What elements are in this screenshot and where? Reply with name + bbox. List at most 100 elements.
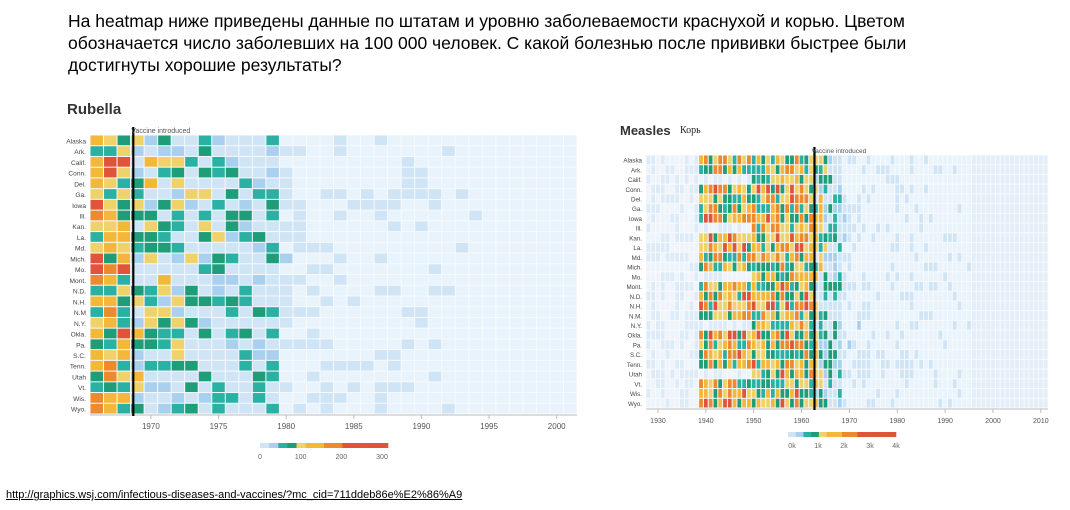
source-link[interactable]: http://graphics.wsj.com/infectious-disea… (6, 489, 463, 501)
heatmap-cell (699, 194, 703, 204)
heatmap-cell (747, 301, 751, 311)
heatmap-cell (751, 155, 756, 165)
heatmap-cell (374, 317, 388, 328)
heatmap-cell (727, 320, 732, 330)
heatmap-cell (117, 221, 131, 232)
heatmap-cell (904, 389, 909, 398)
heatmap-cell (523, 382, 536, 393)
heatmap-cell (660, 340, 665, 350)
heatmap-cell (306, 167, 320, 178)
heatmap-cell (703, 204, 708, 213)
heatmap-cell (675, 320, 679, 330)
heatmap-cell (986, 291, 991, 301)
heatmap-cell (670, 291, 675, 301)
heatmap-cell (948, 340, 952, 350)
heatmap-cell (919, 272, 924, 281)
heatmap-cell (895, 282, 900, 291)
heatmap-cell (1038, 311, 1043, 320)
heatmap-cell (775, 330, 780, 340)
heatmap-cell (239, 339, 252, 350)
heatmap-cell (266, 339, 279, 350)
heatmap-cell (861, 369, 866, 379)
heatmap-cell (971, 320, 976, 330)
heatmap-cell (656, 282, 660, 291)
heatmap-cell (225, 242, 239, 253)
heatmap-cell (689, 369, 694, 379)
heatmap-cell (131, 382, 144, 393)
heatmap-cell (689, 243, 694, 252)
heatmap-cell (699, 252, 703, 262)
heatmap-cell (680, 291, 684, 301)
heatmap-cell (995, 301, 1000, 311)
heatmap-cell (90, 317, 104, 328)
heatmap-cell (279, 382, 293, 393)
heatmap-cell (523, 253, 536, 264)
heatmap-cell (904, 320, 909, 330)
heatmap-cell (680, 184, 684, 194)
heatmap-cell (794, 262, 799, 272)
heatmap-cell (713, 301, 718, 311)
state-label: N.Y. (631, 323, 643, 330)
heatmap-cell (828, 330, 833, 340)
heatmap-cell (794, 213, 799, 223)
heatmap-cell (842, 194, 847, 204)
heatmap-cell (799, 233, 804, 243)
heatmap-cell (928, 252, 933, 262)
heatmap-cell (857, 262, 861, 272)
heatmap-cell (799, 398, 804, 408)
heatmap-cell (823, 330, 828, 340)
heatmap-cell (158, 232, 171, 242)
heatmap-cell (914, 369, 919, 379)
heatmap-cell (469, 156, 482, 167)
heatmap-cell (1043, 165, 1048, 174)
heatmap-cell (938, 194, 943, 204)
heatmap-cell (799, 359, 804, 369)
heatmap-cell (861, 330, 866, 340)
heatmap-cell (225, 264, 239, 274)
heatmap-cell (986, 262, 991, 272)
legend-swatch (818, 432, 827, 437)
heatmap-cell (225, 167, 239, 178)
heatmap-cell (809, 213, 813, 223)
heatmap-cell (847, 282, 852, 291)
heatmap-cell (1005, 330, 1010, 340)
heatmap-cell (924, 174, 928, 184)
heatmap-cell (876, 155, 880, 165)
heatmap-cell (90, 382, 104, 393)
heatmap-cell (775, 398, 780, 408)
heatmap-cell (1029, 350, 1034, 359)
heatmap-cell (523, 242, 536, 253)
heatmap-cell (708, 330, 713, 340)
heatmap-cell (455, 393, 469, 403)
heatmap-cell (563, 328, 577, 339)
heatmap-cell (967, 272, 971, 281)
heatmap-cell (766, 243, 770, 252)
heatmap-cell (852, 262, 857, 272)
heatmap-cell (756, 155, 761, 165)
heatmap-cell (239, 167, 252, 178)
heatmap-cell (804, 291, 809, 301)
heatmap-cell (828, 233, 833, 243)
state-label: N.M. (629, 313, 642, 320)
heatmap-cell (171, 253, 185, 264)
heatmap-cell (239, 296, 252, 307)
heatmap-cell (1034, 272, 1038, 281)
heatmap-cell (799, 272, 804, 281)
heatmap-cell (890, 165, 895, 174)
heatmap-cell (144, 146, 158, 156)
heatmap-cell (171, 339, 185, 350)
heatmap-cell (780, 320, 785, 330)
heatmap-cell (943, 243, 947, 252)
heatmap-cell (1038, 379, 1043, 389)
heatmap-cell (761, 204, 766, 213)
heatmap-cell (388, 393, 401, 403)
heatmap-cell (943, 359, 947, 369)
heatmap-cell (885, 320, 890, 330)
heatmap-cell (847, 311, 852, 320)
legend-swatch (803, 432, 812, 437)
heatmap-cell (933, 223, 938, 233)
heatmap-cell (1010, 350, 1014, 359)
heatmap-cell (171, 403, 185, 414)
heatmap-cell (761, 320, 766, 330)
heatmap-cell (675, 233, 679, 243)
